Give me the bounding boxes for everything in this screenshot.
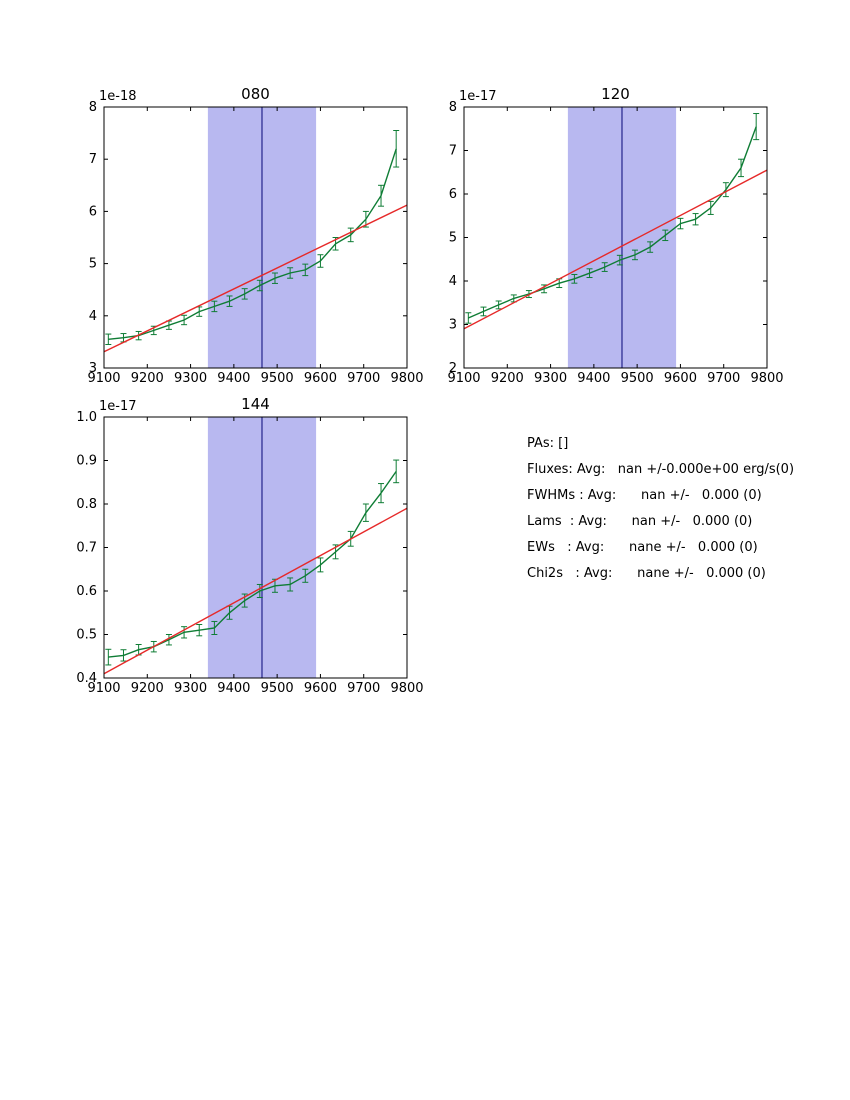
stats-line-chi2s: Chi2s : Avg: nane +/- 0.000 (0) [527, 566, 766, 581]
linear-fit-line [463, 169, 768, 330]
spectrum-line [468, 126, 757, 319]
stats-line-pas: PAs: [] [527, 436, 569, 451]
y-tick-label: 0.4 [76, 671, 97, 686]
y-tick-label: 1.0 [76, 410, 97, 425]
x-tick-label: 9300 [534, 371, 567, 386]
spectrum-plot-120: 9100 9200 9300 9400 9500 9600 9700 980023456781… [447, 85, 783, 386]
x-tick-label: 9700 [347, 371, 380, 386]
x-tick-label: 9500 [261, 371, 294, 386]
y-tick-label: 2 [449, 361, 457, 376]
y-tick-label: 4 [449, 274, 457, 289]
x-tick-label: 9100 [447, 371, 480, 386]
axis-offset-label: 1e-17 [99, 399, 137, 414]
linear-fit-line [103, 204, 408, 353]
x-tick-label: 9700 [347, 681, 380, 696]
x-tick-label: 9700 [707, 371, 740, 386]
y-tick-label: 5 [449, 231, 457, 246]
x-tick-label: 9500 [261, 681, 294, 696]
y-tick-label: 6 [89, 204, 97, 219]
spectrum-plot-144: 9100 9200 9300 9400 9500 9600 9700 9800 0.4 0.5 0.… [76, 395, 423, 696]
stats-line-fwhms: FWHMs : Avg: nan +/- 0.000 (0) [527, 488, 762, 503]
axes-frame [103, 106, 408, 369]
chart-title: 144 [241, 395, 270, 413]
stats-line-fluxes: Fluxes: Avg: nan +/-0.000e+00 erg/s(0) [527, 462, 795, 477]
x-tick-label: 9400 [217, 371, 250, 386]
linear-fit-line [103, 507, 408, 675]
x-tick-label: 9600 [304, 681, 337, 696]
x-tick-label: 9400 [577, 371, 610, 386]
y-tick-label: 5 [89, 257, 97, 272]
y-tick-label: 3 [89, 361, 97, 376]
x-tick-label: 9600 [304, 371, 337, 386]
spectrum-plot-080: 9100 9200 9300 9400 9500 9600 9700 9800 3 4 5 6 7 8 08… [87, 85, 423, 386]
y-tick-label: 0.9 [76, 454, 97, 469]
spectrum-line [108, 148, 397, 340]
y-tick-label: 0.5 [76, 628, 97, 643]
x-tick-label: 9800 [390, 681, 423, 696]
y-tick-label: 0.8 [76, 497, 97, 512]
x-tick-label: 9600 [664, 371, 697, 386]
stats-line-lams: Lams : Avg: nan +/- 0.000 (0) [527, 514, 753, 529]
y-tick-label: 8 [89, 100, 97, 115]
x-tick-label: 9800 [390, 371, 423, 386]
y-tick-label: 6 [449, 187, 457, 202]
x-tick-label: 9100 [87, 371, 120, 386]
axis-offset-label: 1e-18 [99, 89, 137, 104]
x-tick-label: 9500 [621, 371, 654, 386]
x-tick-label: 9800 [750, 371, 783, 386]
x-tick-label: 9400 [217, 681, 250, 696]
y-tick-label: 0.7 [76, 541, 97, 556]
stats-panel: PAs: [] Fluxes: Avg: nan +/-0.000e+00 er… [527, 431, 794, 587]
y-tick-label: 8 [449, 100, 457, 115]
y-tick-label: 7 [449, 144, 457, 159]
x-tick-label: 9200 [491, 371, 524, 386]
x-tick-label: 9100 [87, 681, 120, 696]
chart-title: 080 [241, 85, 270, 103]
x-tick-label: 9200 [131, 371, 164, 386]
y-tick-label: 4 [89, 309, 97, 324]
y-tick-label: 0.6 [76, 584, 97, 599]
stats-line-ews: EWs : Avg: nane +/- 0.000 (0) [527, 540, 758, 555]
x-tick-label: 9300 [174, 371, 207, 386]
axis-offset-label: 1e-17 [459, 89, 497, 104]
x-tick-label: 9300 [174, 681, 207, 696]
y-tick-label: 3 [449, 318, 457, 333]
y-tick-label: 7 [89, 152, 97, 167]
chart-title: 120 [601, 85, 630, 103]
x-tick-label: 9200 [131, 681, 164, 696]
